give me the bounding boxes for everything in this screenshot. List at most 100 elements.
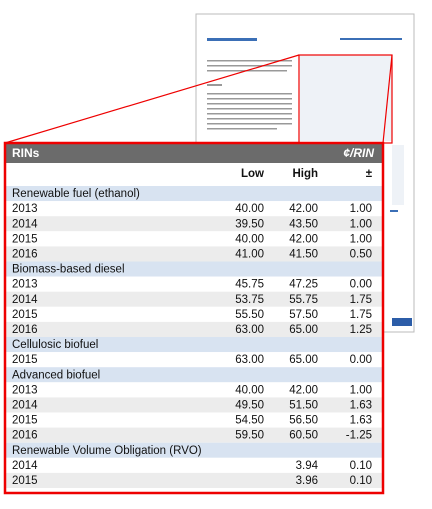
row-label: 2014 bbox=[12, 218, 38, 230]
data-row bbox=[6, 457, 382, 473]
cell-value: 42.00 bbox=[289, 233, 318, 245]
thumbnail-logo bbox=[392, 318, 412, 326]
data-row bbox=[6, 306, 382, 322]
cell-value: 53.75 bbox=[235, 294, 264, 306]
section-row bbox=[6, 367, 382, 383]
cell-value: 65.00 bbox=[289, 354, 318, 366]
row-label: 2013 bbox=[12, 279, 38, 291]
data-row bbox=[6, 291, 382, 307]
cell-value: 39.50 bbox=[235, 218, 264, 230]
cell-value: 3.96 bbox=[296, 475, 318, 487]
row-label: 2015 bbox=[12, 475, 38, 487]
row-label: 2013 bbox=[12, 384, 38, 396]
cell-value: 1.75 bbox=[350, 309, 372, 321]
data-row bbox=[6, 321, 382, 337]
cell-value: 0.00 bbox=[350, 279, 372, 291]
row-label: 2014 bbox=[12, 294, 38, 306]
cell-value: 1.63 bbox=[350, 399, 372, 411]
section-row bbox=[6, 337, 382, 353]
section-name: Renewable fuel (ethanol) bbox=[12, 188, 140, 200]
zoom-line bbox=[382, 54, 393, 144]
cell-value: 0.50 bbox=[350, 248, 372, 260]
cell-value: 47.25 bbox=[289, 279, 318, 291]
cell-value: 40.00 bbox=[235, 233, 264, 245]
row-label: 2016 bbox=[12, 324, 38, 336]
section-name: Cellulosic biofuel bbox=[12, 339, 98, 351]
data-row bbox=[6, 427, 382, 443]
data-row bbox=[6, 382, 382, 398]
column-header: High bbox=[292, 168, 318, 180]
cell-value: 55.75 bbox=[289, 294, 318, 306]
cell-value: 41.50 bbox=[289, 248, 318, 260]
data-row bbox=[6, 231, 382, 247]
cell-value: 56.50 bbox=[289, 415, 318, 427]
cell-value: 60.50 bbox=[289, 430, 318, 442]
table-border bbox=[3, 141, 385, 495]
row-label: 2016 bbox=[12, 248, 38, 260]
row-label: 2015 bbox=[12, 415, 38, 427]
data-row bbox=[6, 246, 382, 262]
cell-value: 63.00 bbox=[235, 324, 264, 336]
cell-value: 1.00 bbox=[350, 384, 372, 396]
row-label: 2015 bbox=[12, 233, 38, 245]
row-label: 2015 bbox=[12, 354, 38, 366]
column-header: Low bbox=[241, 168, 264, 180]
cell-value: 49.50 bbox=[235, 399, 264, 411]
section-name: Biomass-based diesel bbox=[12, 264, 125, 276]
cell-value: 42.00 bbox=[289, 384, 318, 396]
cell-value: 55.50 bbox=[235, 309, 264, 321]
cell-value: 1.63 bbox=[350, 415, 372, 427]
thumbnail-header bbox=[340, 38, 402, 40]
data-row bbox=[6, 201, 382, 217]
cell-value: 0.10 bbox=[350, 460, 372, 472]
thumbnail-header bbox=[207, 38, 257, 41]
data-row bbox=[6, 276, 382, 292]
cell-value: 43.50 bbox=[289, 218, 318, 230]
section-name: Renewable Volume Obligation (RVO) bbox=[12, 445, 202, 457]
cell-value: 42.00 bbox=[289, 203, 318, 215]
data-row bbox=[6, 352, 382, 368]
table-unit: ¢/RIN bbox=[343, 146, 374, 160]
cell-value: 1.00 bbox=[350, 233, 372, 245]
cell-value: -1.25 bbox=[346, 430, 372, 442]
cell-value: 0.10 bbox=[350, 475, 372, 487]
section-name: Advanced biofuel bbox=[12, 369, 100, 381]
cell-value: 51.50 bbox=[289, 399, 318, 411]
thumbnail-table bbox=[392, 145, 404, 205]
zoom-line bbox=[4, 54, 300, 144]
cell-value: 0.00 bbox=[350, 354, 372, 366]
cell-value: 3.94 bbox=[296, 460, 319, 472]
table-title-bar bbox=[6, 144, 382, 163]
section-row bbox=[6, 442, 382, 458]
cell-value: 45.75 bbox=[235, 279, 264, 291]
row-label: 2015 bbox=[12, 309, 38, 321]
thumbnail-link bbox=[390, 210, 398, 212]
thumbnail-table bbox=[300, 55, 392, 141]
cell-value: 54.50 bbox=[235, 415, 264, 427]
row-label: 2016 bbox=[12, 430, 38, 442]
row-label: 2014 bbox=[12, 399, 38, 411]
section-row bbox=[6, 261, 382, 277]
table-title: RINs bbox=[12, 146, 40, 160]
data-row bbox=[6, 397, 382, 413]
section-row bbox=[6, 186, 382, 202]
cell-value: 63.00 bbox=[235, 354, 264, 366]
cell-value: 1.00 bbox=[350, 218, 372, 230]
cell-value: 1.25 bbox=[350, 324, 372, 336]
cell-value: 59.50 bbox=[235, 430, 264, 442]
cell-value: 1.75 bbox=[350, 294, 372, 306]
row-label: 2014 bbox=[12, 460, 38, 472]
cell-value: 41.00 bbox=[235, 248, 264, 260]
row-label: 2013 bbox=[12, 203, 38, 215]
cell-value: 65.00 bbox=[289, 324, 318, 336]
cell-value: 57.50 bbox=[289, 309, 318, 321]
data-row bbox=[6, 216, 382, 232]
cell-value: 40.00 bbox=[235, 384, 264, 396]
column-header: ± bbox=[366, 168, 373, 180]
data-row bbox=[6, 412, 382, 428]
cell-value: 1.00 bbox=[350, 203, 372, 215]
zoomed-table: RINs ¢/RIN Low High ± Renewable fuel (ethan… bbox=[5, 143, 383, 493]
cell-value: 40.00 bbox=[235, 203, 264, 215]
data-row bbox=[6, 472, 382, 488]
